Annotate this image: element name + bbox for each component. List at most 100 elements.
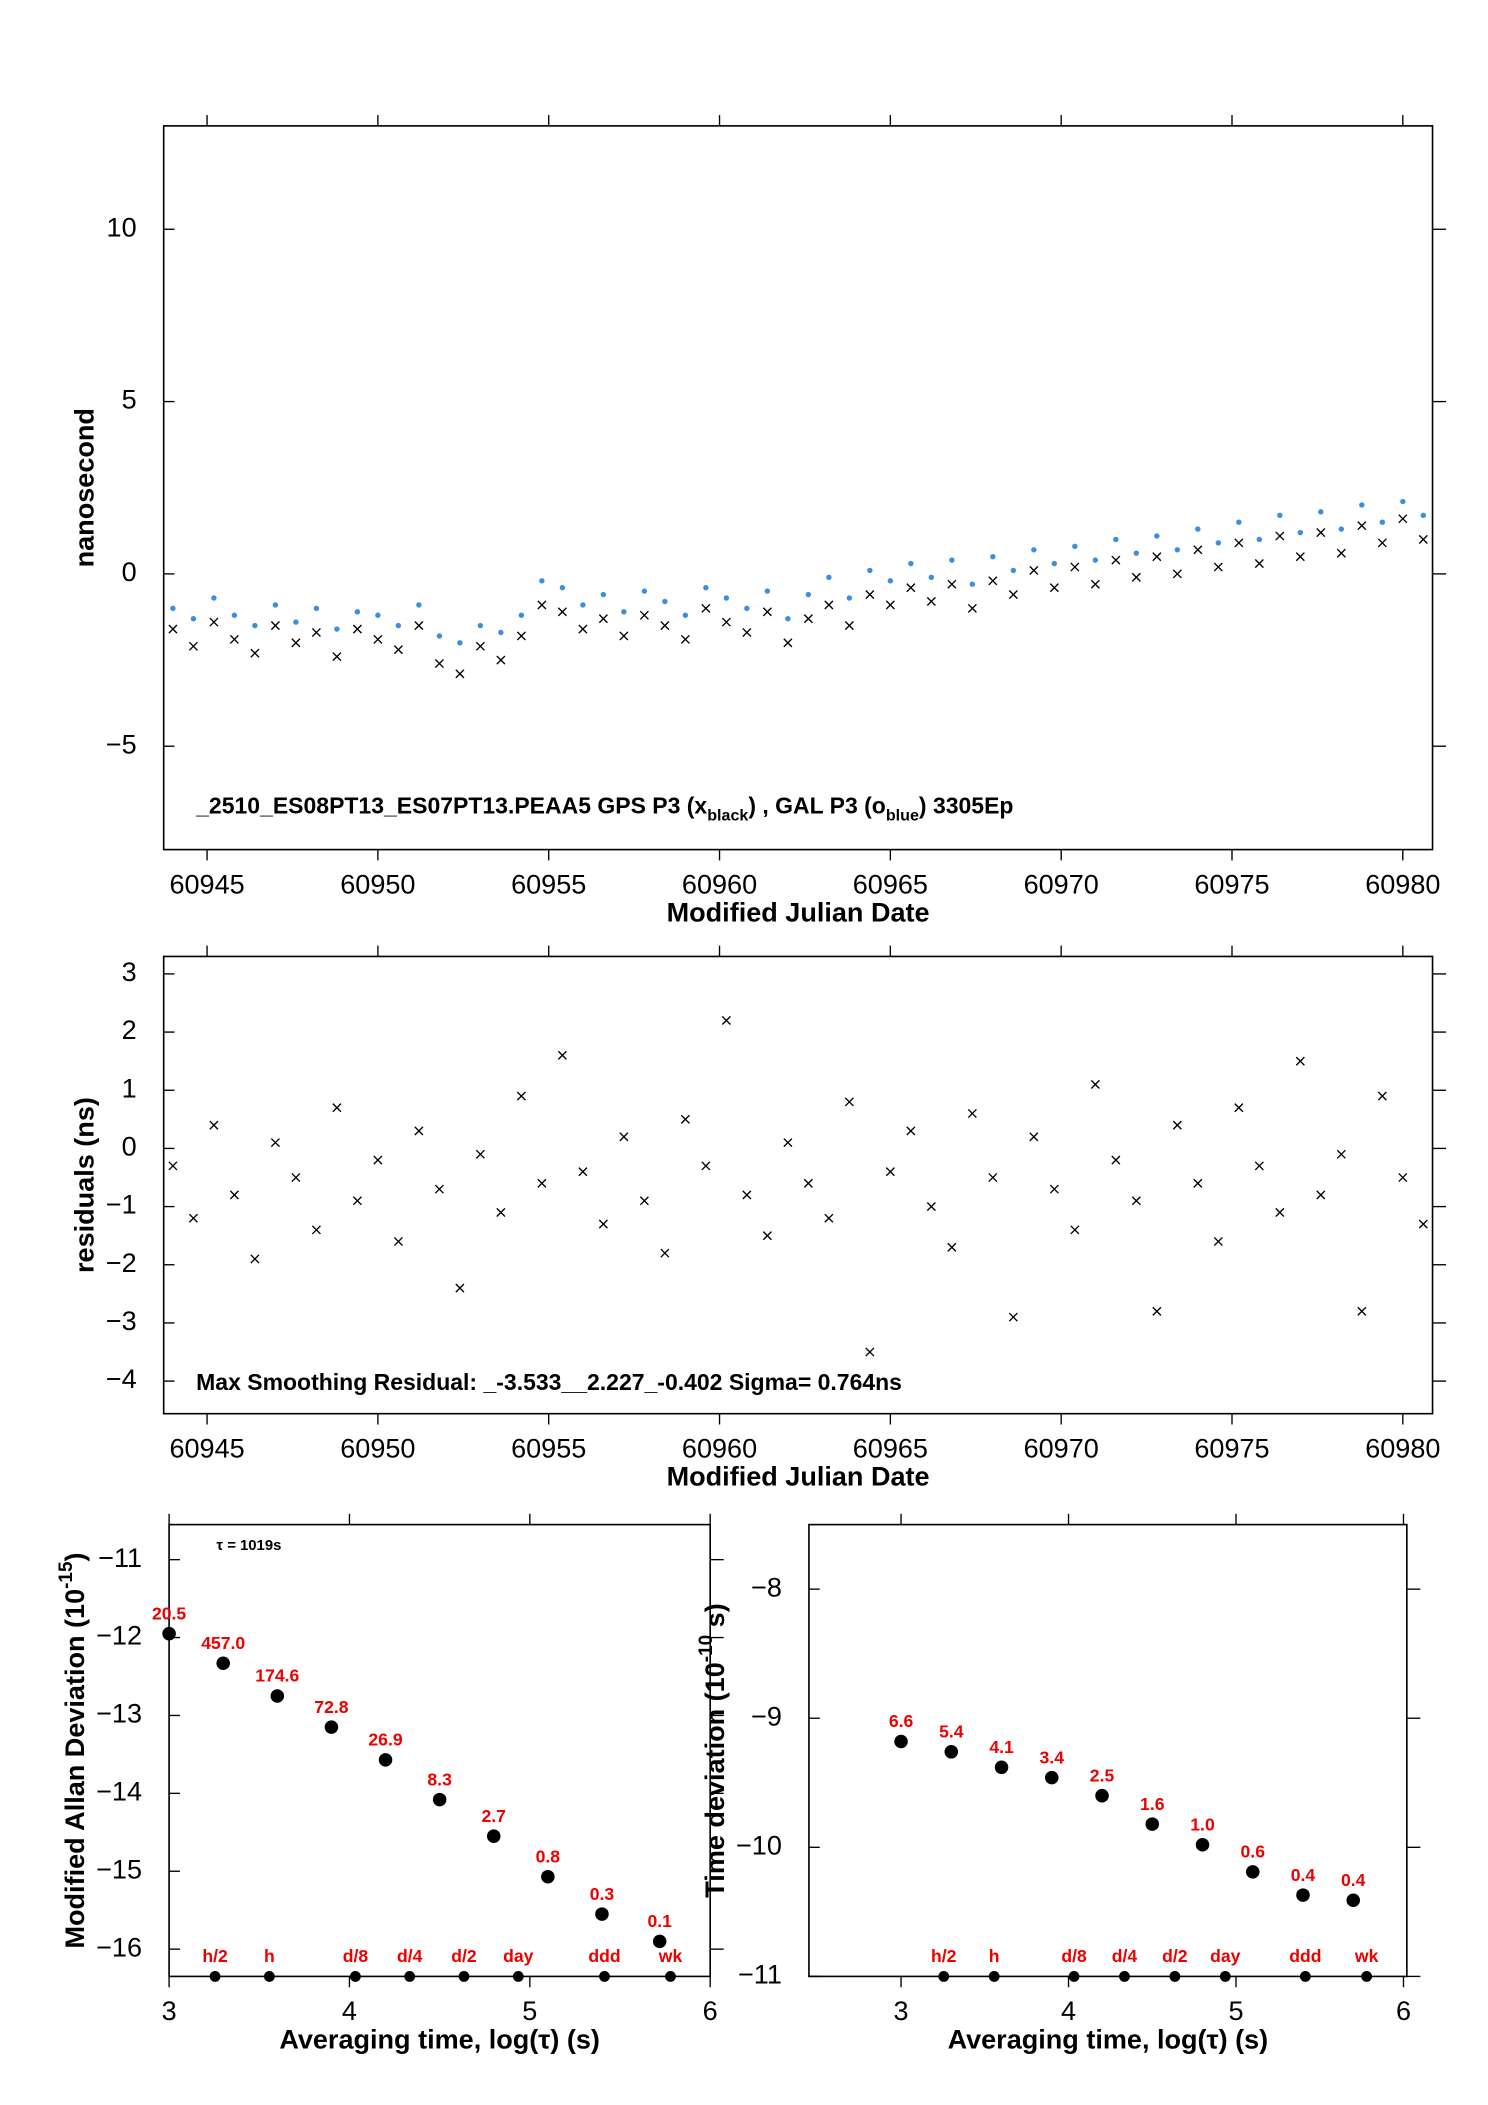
- y-axis-title-sup: -15: [56, 1561, 77, 1588]
- x-marker: [516, 1091, 526, 1101]
- x-marker: [1111, 1155, 1121, 1165]
- x-stroke: [1070, 1225, 1080, 1235]
- x-stroke: [1008, 1312, 1018, 1322]
- y-tick-label: −13: [96, 1699, 142, 1729]
- o-marker: [1420, 512, 1427, 519]
- x-marker: [434, 1184, 444, 1194]
- x-marker: [1234, 538, 1244, 548]
- x-stroke: [455, 669, 465, 679]
- x-marker: [1090, 1079, 1100, 1089]
- x-marker: [967, 603, 977, 613]
- x-stroke: [229, 634, 239, 644]
- o-marker: [252, 622, 258, 629]
- x-marker: [1152, 1306, 1162, 1316]
- point: [1145, 1817, 1160, 1831]
- x-marker: [1049, 583, 1059, 593]
- x-marker: [824, 1213, 834, 1223]
- x-marker: [1377, 538, 1387, 548]
- x-tick-label: 3: [894, 1996, 909, 2026]
- o-marker: [662, 598, 668, 605]
- o-marker: [908, 560, 914, 567]
- x-stroke: [967, 1108, 977, 1119]
- x-marker: [803, 1178, 813, 1188]
- annotation-part: Max Smoothing Residual: _-3.533__2.227_-…: [196, 1369, 902, 1395]
- x-stroke: [1172, 569, 1182, 579]
- o-marker: [1031, 547, 1037, 553]
- x-axis-title: Modified Julian Date: [667, 1462, 930, 1492]
- x-marker: [291, 1172, 301, 1183]
- x-stroke: [332, 652, 342, 662]
- x-stroke: [619, 1132, 629, 1142]
- x-stroke: [537, 600, 547, 610]
- point: [432, 1792, 447, 1807]
- point-label: 0.4: [1341, 1870, 1366, 1890]
- x-marker: [1418, 534, 1428, 544]
- x-tick-label: 60975: [1194, 869, 1269, 899]
- x-marker: [783, 638, 793, 648]
- annotation-part: ) 3305Ep: [919, 793, 1014, 819]
- x-stroke: [885, 600, 895, 610]
- period-label: h/2: [202, 1946, 228, 1966]
- o-marker: [231, 612, 238, 618]
- x-stroke: [1213, 1236, 1223, 1247]
- x-stroke: [967, 603, 977, 613]
- x-stroke: [947, 579, 957, 589]
- x-marker: [926, 596, 936, 606]
- o-marker: [170, 605, 176, 612]
- o-marker: [826, 574, 832, 581]
- x-marker: [291, 638, 301, 648]
- o-marker: [518, 612, 525, 618]
- x-stroke: [844, 621, 854, 631]
- x-stroke: [1090, 1079, 1100, 1089]
- plot-frame: [162, 955, 1434, 1415]
- x-marker: [352, 1196, 362, 1206]
- x-tick-label: 5: [1228, 1996, 1243, 2026]
- point-label: 20.5: [152, 1603, 186, 1623]
- x-stroke: [578, 1167, 588, 1177]
- x-marker: [250, 1254, 260, 1264]
- x-marker: [1029, 565, 1039, 575]
- plot-frame: [162, 125, 1434, 851]
- x-marker: [906, 1126, 916, 1136]
- x-stroke: [1418, 534, 1428, 544]
- x-stroke: [947, 1242, 957, 1252]
- o-marker: [334, 626, 340, 632]
- x-marker: [229, 634, 239, 644]
- o-marker: [416, 602, 422, 608]
- x-stroke: [783, 638, 793, 648]
- x-stroke: [270, 1138, 280, 1148]
- o-marker: [1236, 519, 1242, 525]
- period-marker: [1361, 1971, 1373, 1982]
- o-marker: [1051, 560, 1058, 567]
- x-marker: [475, 1149, 485, 1159]
- o-marker: [1072, 543, 1078, 550]
- o-marker: [764, 588, 771, 594]
- x-stroke: [824, 1213, 834, 1223]
- o-marker: [1215, 540, 1222, 546]
- y-tick-label: 5: [122, 385, 137, 415]
- annotation-part: _2510_ES08PT13_ES07PT13.PEAA5 GPS P3 (x: [195, 793, 707, 819]
- x-marker: [598, 1219, 608, 1229]
- point: [994, 1760, 1009, 1775]
- o-marker: [1113, 536, 1119, 543]
- x-stroke: [824, 600, 834, 610]
- x-marker: [1152, 552, 1162, 562]
- x-stroke: [1111, 555, 1121, 565]
- x-stroke: [1316, 528, 1326, 538]
- period-marker: [1219, 1971, 1231, 1982]
- x-marker: [1316, 1190, 1326, 1200]
- x-marker: [926, 1202, 936, 1212]
- period-label: ddd: [588, 1946, 620, 1966]
- x-marker: [1008, 1312, 1018, 1322]
- period-label: wk: [1354, 1946, 1379, 1966]
- x-marker: [844, 621, 854, 631]
- x-stroke: [1172, 1120, 1182, 1130]
- x-stroke: [393, 645, 403, 655]
- x-marker: [393, 1236, 403, 1247]
- x-stroke: [639, 610, 649, 620]
- x-stroke: [1049, 583, 1059, 593]
- o-marker: [1256, 536, 1263, 543]
- x-marker: [1254, 559, 1264, 569]
